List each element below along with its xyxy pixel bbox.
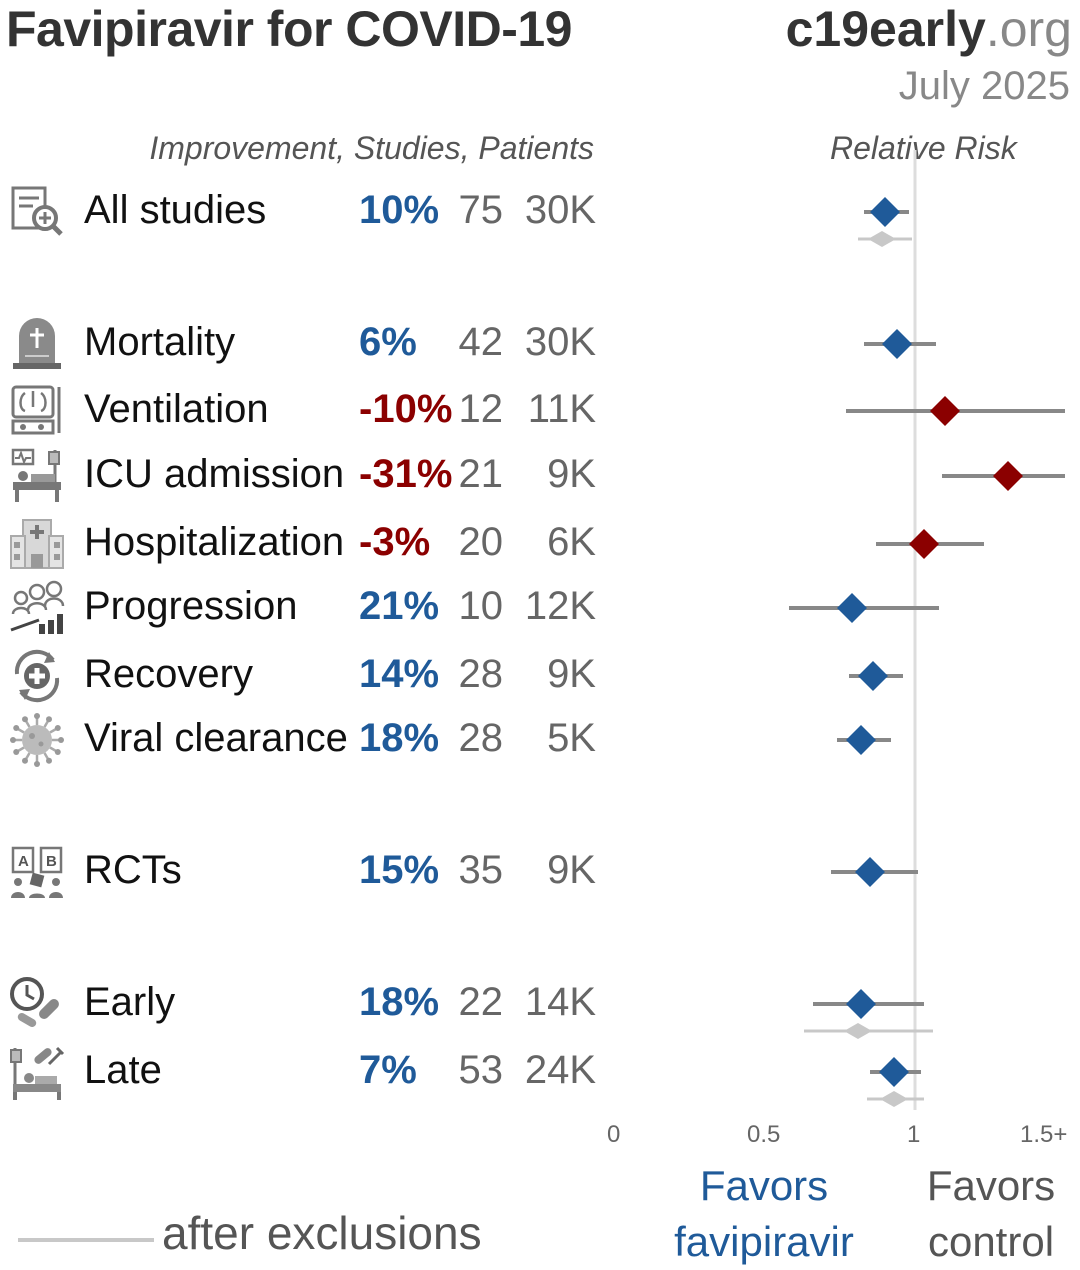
favors-control-line2: control (927, 1218, 1055, 1265)
right-column-header: Relative Risk (830, 130, 1017, 166)
svg-text:A: A (18, 853, 29, 870)
row-label: Progression (84, 584, 298, 628)
brand-main: c19early (785, 1, 986, 57)
virus-icon (9, 712, 65, 773)
row-studies: 42 (458, 320, 504, 364)
row-patients: 11K (527, 387, 596, 431)
row-studies: 28 (458, 716, 504, 760)
recovery-icon (9, 648, 65, 709)
x-tick-0: 0 (607, 1121, 621, 1148)
row-studies: 10 (458, 584, 504, 628)
estimate-marker (858, 661, 888, 691)
estimate-marker (855, 857, 885, 887)
row-studies: 75 (458, 188, 504, 232)
estimate-marker (909, 529, 939, 559)
row-label: RCTs (84, 848, 182, 892)
estimate-marker (930, 396, 960, 426)
row-improvement: 18% (359, 716, 440, 760)
row-studies: 53 (458, 1048, 504, 1092)
row-patients: 9K (547, 848, 596, 892)
row-label: All studies (84, 188, 267, 232)
row-improvement: 10% (359, 188, 440, 232)
row-patients: 5K (547, 716, 596, 760)
row-studies: 20 (458, 520, 504, 564)
document-search-icon (9, 184, 65, 245)
row-studies: 22 (458, 980, 504, 1024)
row-improvement: -3% (359, 520, 431, 564)
row-patients: 30K (524, 320, 596, 364)
row-improvement: 14% (359, 652, 440, 696)
row-improvement: 7% (359, 1048, 417, 1092)
left-column-header: Improvement, Studies, Patients (149, 130, 594, 166)
legend-exclusions-text: after exclusions (162, 1207, 482, 1259)
row-label: Late (84, 1048, 162, 1092)
favors-treatment-line1: Favors (699, 1162, 829, 1209)
row-patients: 6K (547, 520, 596, 564)
row-improvement: 15% (359, 848, 440, 892)
estimate-marker (879, 1057, 909, 1087)
favors-treatment-label: Favors favipiravir (664, 1158, 864, 1270)
ventilator-icon (9, 383, 65, 444)
row-improvement: -31% (359, 452, 453, 496)
row-studies: 21 (458, 452, 504, 496)
row-label: ICU admission (84, 452, 345, 496)
row-patients: 9K (547, 652, 596, 696)
favors-treatment-line2: favipiravir (674, 1218, 854, 1265)
row-patients: 24K (524, 1048, 596, 1092)
row-improvement: 21% (359, 584, 440, 628)
row-studies: 35 (458, 848, 504, 892)
estimate-marker (846, 725, 876, 755)
tombstone-icon (9, 316, 65, 377)
exclusion-estimate-marker (880, 1091, 908, 1107)
early-treatment-icon (9, 976, 65, 1037)
x-tick-0-5: 0.5 (747, 1121, 781, 1148)
row-label: Early (84, 980, 176, 1024)
row-label: Recovery (84, 652, 253, 696)
estimate-marker (837, 593, 867, 623)
page-title: Favipiravir for COVID-19 (6, 1, 572, 57)
row-improvement: -10% (359, 387, 453, 431)
row-patients: 9K (547, 452, 596, 496)
row-patients: 12K (524, 584, 596, 628)
exclusion-estimate-marker (868, 231, 896, 247)
hospital-icon (9, 516, 65, 577)
svg-text:B: B (46, 853, 57, 870)
row-label: Viral clearance (84, 716, 348, 760)
row-patients: 30K (524, 188, 596, 232)
favors-control-label: Favors control (896, 1158, 1080, 1270)
exclusion-estimate-marker (844, 1023, 872, 1039)
estimate-marker (846, 989, 876, 1019)
progression-icon (9, 580, 65, 641)
row-label: Hospitalization (84, 520, 345, 564)
row-label: Ventilation (84, 387, 269, 431)
x-tick-1: 1 (907, 1121, 921, 1148)
brand-logo[interactable]: c19early.org (786, 0, 1072, 58)
favors-control-line1: Favors (926, 1162, 1056, 1209)
icu-bed-icon (9, 448, 65, 509)
row-studies: 28 (458, 652, 504, 696)
estimate-marker (870, 197, 900, 227)
estimate-marker (993, 461, 1023, 491)
row-improvement: 6% (359, 320, 417, 364)
x-tick-1-5: 1.5+ (1020, 1121, 1068, 1148)
brand-tld: .org (985, 1, 1072, 57)
row-label: Mortality (84, 320, 236, 364)
report-date: July 2025 (898, 64, 1070, 108)
row-patients: 14K (524, 980, 596, 1024)
estimate-marker (882, 329, 912, 359)
row-studies: 12 (458, 387, 504, 431)
legend-exclusions-line (18, 1238, 154, 1242)
late-treatment-icon (9, 1044, 65, 1105)
row-improvement: 18% (359, 980, 440, 1024)
